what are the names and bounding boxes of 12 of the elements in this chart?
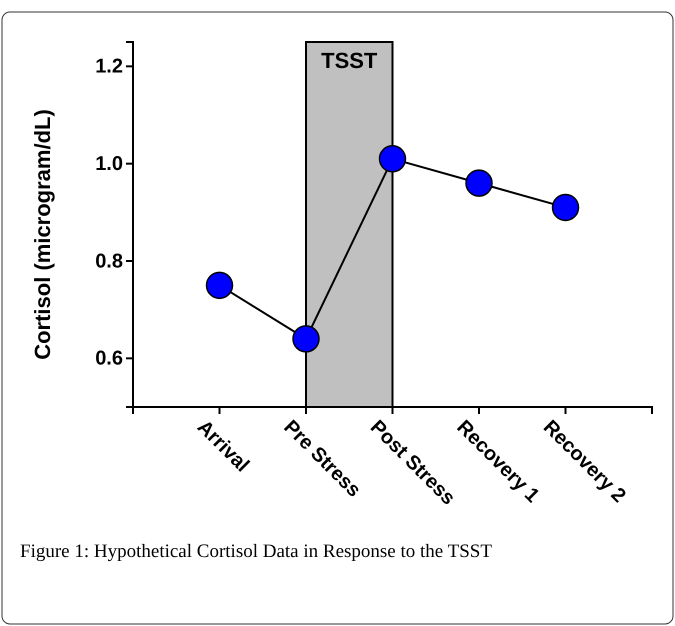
point [552,194,580,222]
point [292,325,320,353]
band-label: TSST [321,48,378,73]
point [465,169,493,197]
caption: Figure 1: Hypothetical Cortisol Data in Response to the TSST [20,541,492,562]
y-tick-label: 1.2 [95,56,123,78]
y-tick-label: 0.8 [95,250,123,272]
y-tick-label: 0.6 [95,348,123,370]
y-axis-title: Cortisol (microgram/dL) [30,109,55,360]
point [206,272,234,300]
y-tick-label: 1.0 [95,153,123,176]
point [378,145,406,173]
